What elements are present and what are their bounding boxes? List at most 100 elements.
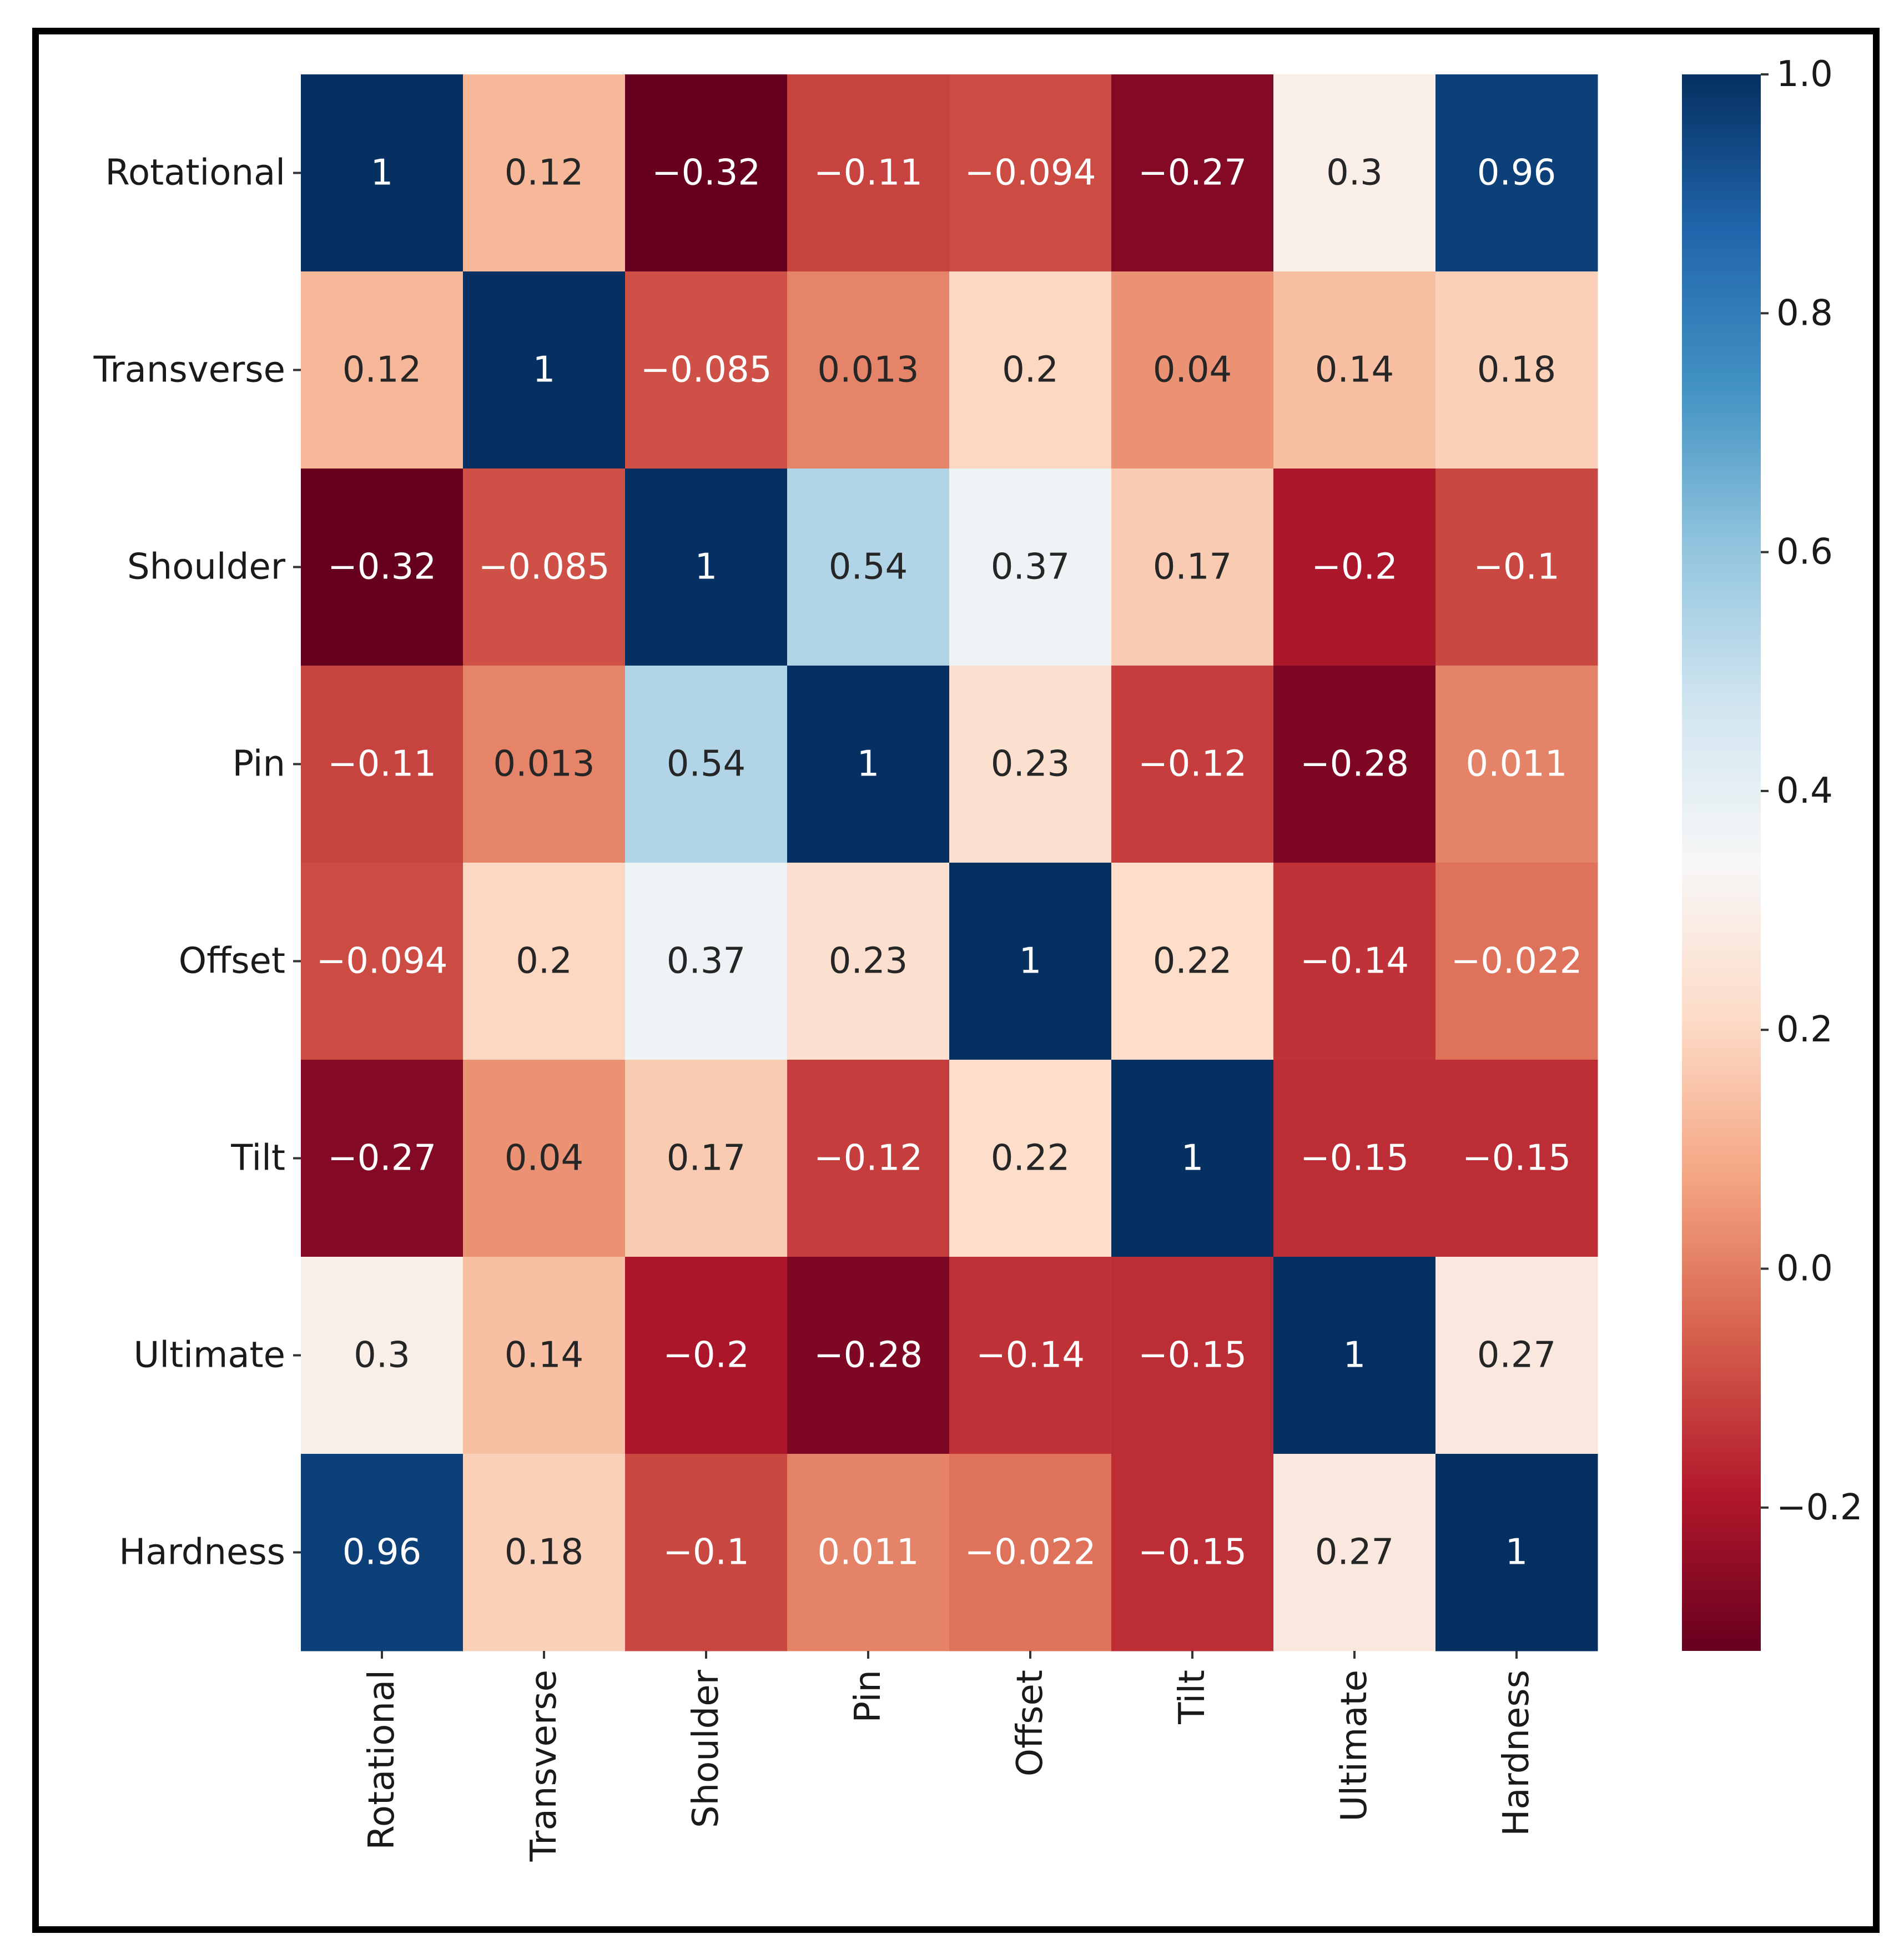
heatmap-cell-5-2 [625,1060,788,1257]
row-label-tilt: Tilt [230,1138,285,1179]
cell-annotation-7-5: −0.15 [1138,1532,1247,1573]
heatmap-cell-1-6 [1273,271,1436,469]
cell-annotation-4-6: −0.14 [1300,941,1409,982]
cell-annotation-3-5: −0.12 [1138,744,1247,785]
column-labels: Rotational Transverse Shoulder Pin Offset Til… [361,1651,1537,1862]
heatmap-cell-7-4 [949,1454,1112,1651]
cell-annotation-2-2: 1 [695,547,718,588]
heatmap-cell-6-6 [1273,1257,1436,1454]
cell-annotation-2-4: 0.37 [991,547,1070,588]
colorbar-tick-label-2: 0.6 [1776,532,1833,573]
cell-annotation-5-7: −0.15 [1462,1138,1571,1179]
heatmap-cell-2-7 [1435,469,1598,666]
colorbar: 1.0 0.8 0.6 0.4 0.2 0.0 −0.2 [1682,54,1862,1651]
chart-frame: 1 0.12 −0.32 −0.11 −0.094 −0.27 0.3 0.96 0.12 1 −0… [32,28,1880,1933]
heatmap-cell-1-5 [1111,271,1274,469]
cell-annotation-5-1: 0.04 [505,1138,584,1179]
cell-annotation-6-6: 1 [1343,1335,1366,1376]
heatmap-cell-2-3 [787,469,950,666]
cell-annotation-0-4: −0.094 [965,153,1096,194]
heatmap-cell-5-7 [1435,1060,1598,1257]
cell-annotation-7-1: 0.18 [505,1532,584,1573]
row-labels: Rotational Transverse Shoulder Pin Offset Til… [93,153,301,1573]
cell-annotation-0-6: 0.3 [1326,153,1383,194]
heatmap-cell-0-0 [301,74,464,272]
heatmap-cell-1-1 [463,271,626,469]
row-label-transverse: Transverse [93,350,285,391]
row-label-pin: Pin [232,744,285,785]
cell-annotation-4-0: −0.094 [316,941,448,982]
cell-annotation-5-0: −0.27 [328,1138,436,1179]
row-label-offset: Offset [179,941,285,982]
heatmap-cell-5-5 [1111,1060,1274,1257]
heatmap-cell-7-0 [301,1454,464,1651]
row-label-rotational: Rotational [105,153,285,194]
row-label-hardness: Hardness [119,1532,285,1573]
cell-annotation-0-0: 1 [371,153,394,194]
cell-annotation-7-3: 0.011 [817,1532,919,1573]
heatmap-cell-2-0 [301,469,464,666]
cell-annotation-4-4: 1 [1019,941,1042,982]
cell-annotation-1-5: 0.04 [1153,350,1232,391]
heatmap-cell-0-6 [1273,74,1436,272]
cell-annotation-3-1: 0.013 [493,744,595,785]
column-label-rotational: Rotational [361,1670,402,1850]
cell-annotation-2-6: −0.2 [1311,547,1397,588]
cell-annotation-1-3: 0.013 [817,350,919,391]
cell-annotation-6-7: 0.27 [1477,1335,1557,1376]
heatmap-cell-3-5 [1111,666,1274,863]
heatmap-cell-4-7 [1435,863,1598,1060]
cell-annotation-4-7: −0.022 [1451,941,1583,982]
heatmap-cell-1-0 [301,271,464,469]
cell-annotation-4-5: 0.22 [1153,941,1232,982]
heatmap-cell-5-0 [301,1060,464,1257]
cell-annotation-5-4: 0.22 [991,1138,1070,1179]
heatmap-cell-7-6 [1273,1454,1436,1651]
cell-annotation-5-5: 1 [1181,1138,1204,1179]
heatmap-cell-6-3 [787,1257,950,1454]
cell-annotation-7-7: 1 [1505,1532,1528,1573]
colorbar-tick-label-5: 0.0 [1776,1248,1833,1290]
colorbar-tick-label-4: 0.2 [1776,1009,1833,1050]
cell-annotation-2-1: −0.085 [478,547,610,588]
column-label-pin: Pin [848,1670,889,1723]
cell-annotation-1-1: 1 [533,350,556,391]
heatmap-cell-4-6 [1273,863,1436,1060]
cell-annotation-6-1: 0.14 [505,1335,584,1376]
heatmap-cell-4-2 [625,863,788,1060]
cell-annotation-3-6: −0.28 [1300,744,1409,785]
column-label-shoulder: Shoulder [686,1669,727,1828]
heatmap-chart: 1 0.12 −0.32 −0.11 −0.094 −0.27 0.3 0.960.12 1 −0… [93,54,1863,1862]
cell-annotation-7-0: 0.96 [342,1532,422,1573]
cell-annotation-7-2: −0.1 [663,1532,749,1573]
heatmap-cell-5-4 [949,1060,1112,1257]
heatmap-cell-7-7 [1435,1454,1598,1651]
heatmap-cell-6-1 [463,1257,626,1454]
heatmap-cell-3-0 [301,666,464,863]
colorbar-gradient [1682,74,1761,1651]
column-label-transverse: Transverse [523,1670,565,1862]
heatmap-cells [301,74,1598,1651]
cell-annotation-2-7: −0.1 [1473,547,1559,588]
column-label-offset: Offset [1010,1670,1051,1776]
heatmap-cell-1-4 [949,271,1112,469]
column-label-tilt: Tilt [1172,1670,1213,1725]
cell-annotation-5-6: −0.15 [1300,1138,1409,1179]
heatmap-cell-4-4 [949,863,1112,1060]
cell-annotation-3-3: 1 [857,744,880,785]
row-label-ultimate: Ultimate [133,1335,285,1376]
heatmap-cell-3-7 [1435,666,1598,863]
cell-annotation-2-0: −0.32 [328,547,436,588]
heatmap-cell-6-5 [1111,1257,1274,1454]
cell-annotation-0-2: −0.32 [652,153,760,194]
cell-annotation-1-6: 0.14 [1315,350,1394,391]
cell-annotation-0-1: 0.12 [505,153,584,194]
column-label-hardness: Hardness [1496,1670,1537,1836]
cell-annotation-1-2: −0.085 [641,350,772,391]
heatmap-cell-0-5 [1111,74,1274,272]
heatmap-cell-6-0 [301,1257,464,1454]
heatmap-cell-0-4 [949,74,1112,272]
heatmap-cell-7-1 [463,1454,626,1651]
heatmap-cell-6-4 [949,1257,1112,1454]
colorbar-tick-label-1: 0.8 [1776,293,1833,334]
